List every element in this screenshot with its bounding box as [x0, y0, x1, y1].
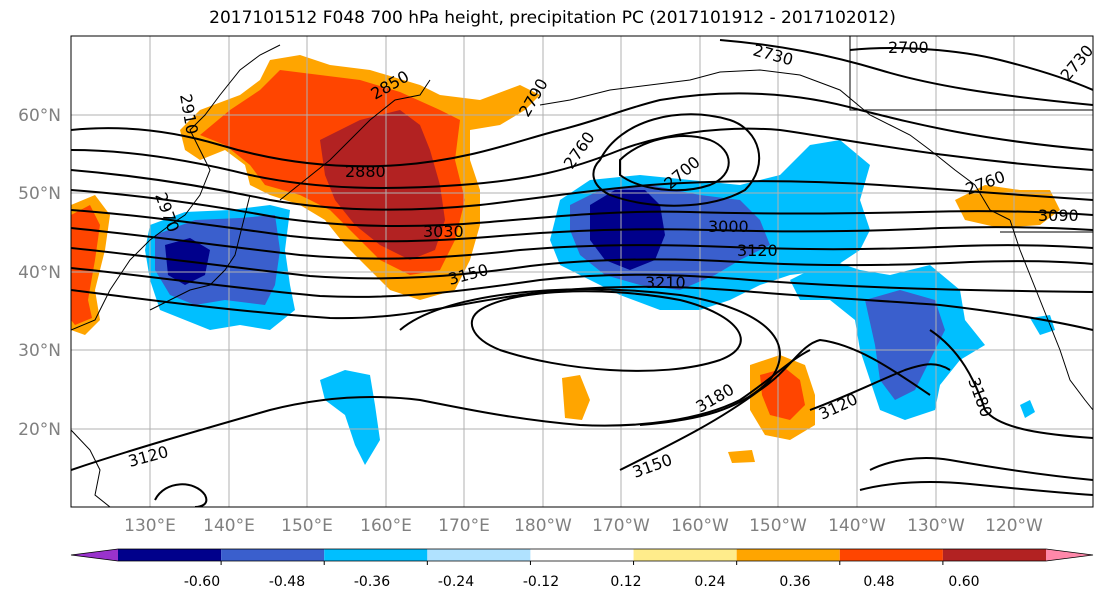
height-contours: [71, 39, 1093, 507]
colorbar-tick-label: -0.24: [438, 574, 474, 590]
coast-na-west: [1009, 219, 1093, 411]
coast-china: [71, 429, 111, 507]
colorbar-tick-label: -0.12: [523, 574, 559, 590]
colorbar-segment: [942, 549, 1046, 561]
latitude-labels: 60°N 50°N 40°N 30°N 20°N: [18, 106, 61, 440]
lon-label: 170°E: [438, 516, 490, 536]
lon-label: 180°W: [514, 516, 572, 536]
contour-g: [71, 247, 1093, 280]
lon-label: 150°E: [281, 516, 333, 536]
map-title: 2017101512 F048 700 hPa height, precipit…: [209, 8, 896, 28]
colorbar-tick-label: 0.24: [694, 574, 725, 590]
coast-kamchatka: [279, 79, 431, 201]
map-frame: [70, 35, 1094, 508]
contour-e: [71, 209, 1093, 243]
precip-shading: [71, 55, 1060, 465]
lon-label: 150°W: [749, 516, 807, 536]
precip-positive-west-core: [71, 205, 100, 325]
colorbar-tick-label: -0.60: [184, 574, 220, 590]
lat-label: 50°N: [18, 184, 61, 204]
contour-label: 3030: [423, 222, 464, 241]
contour-3180-east: [929, 329, 1093, 439]
colorbar-tick-label: 0.48: [863, 574, 894, 590]
coast-asia: [71, 44, 281, 331]
precip-negative-patch-south: [320, 370, 380, 465]
contour-c: [71, 169, 1093, 211]
lon-label: 140°W: [828, 516, 886, 536]
colorbar: -0.60 -0.48 -0.36 -0.24 -0.12 0.12 0.24 …: [70, 548, 1094, 590]
colorbar-tick-labels: -0.60 -0.48 -0.36 -0.24 -0.12 0.12 0.24 …: [184, 574, 980, 590]
precip-positive-patch-hawaii: [728, 450, 755, 463]
colorbar-segment: [324, 549, 428, 561]
lon-label: 170°W: [592, 516, 650, 536]
contour-h: [71, 267, 1093, 298]
colorbar-segment: [1046, 549, 1093, 561]
colorbar-segment: [71, 549, 118, 561]
precip-negative-patch-baja: [1020, 400, 1035, 418]
contour-label: 3120: [737, 241, 778, 260]
colorbar-segment: [839, 549, 943, 561]
contour-a: [71, 92, 1093, 168]
map-content: 2910 2850 2790 2730 2700 2760 2880 2970 …: [71, 36, 1093, 507]
colorbar-tick-label: -0.36: [354, 574, 390, 590]
contour-label: 3000: [708, 217, 749, 236]
colorbar-tick-label: -0.48: [269, 574, 305, 590]
contour-3180-cell: [470, 290, 742, 372]
lon-label: 120°W: [985, 516, 1043, 536]
contour-label: 2700: [888, 38, 929, 57]
colorbar-tick-label: 0.60: [948, 574, 979, 590]
colorbar-ticks: [220, 561, 944, 565]
contour-b: [71, 127, 1093, 189]
contour-2730: [719, 39, 1093, 106]
lon-label: 160°E: [360, 516, 412, 536]
colorbar-segment: [221, 549, 325, 561]
colorbar-outline: [70, 548, 1094, 562]
lat-label: 40°N: [18, 263, 61, 283]
lat-label: 60°N: [18, 106, 61, 126]
colorbar-segments: [70, 548, 1094, 562]
coast-alaska: [539, 69, 1011, 221]
contour-3120-east: [809, 363, 951, 411]
colorbar-segment: [736, 549, 840, 561]
contour-3120-south: [71, 349, 811, 471]
colorbar-segment: [633, 549, 737, 561]
contour-d: [71, 189, 1093, 228]
lat-label: 30°N: [18, 341, 61, 361]
colorbar-segment: [530, 549, 634, 561]
contour-2700: [849, 47, 1093, 91]
lon-label: 140°E: [203, 516, 255, 536]
longitude-labels: 130°E 140°E 150°E 160°E 170°E 180°W 170°…: [124, 516, 1043, 536]
precip-positive-nw-core: [320, 110, 445, 260]
contour-3150-south: [619, 338, 931, 471]
contour-small-loop: [154, 483, 208, 507]
colorbar-segment: [427, 549, 531, 561]
lon-label: 160°W: [671, 516, 729, 536]
contour-i: [71, 285, 1093, 331]
contour-label: 2880: [345, 162, 386, 181]
contour-3210-east-a: [869, 457, 1093, 481]
contour-low-ring: [592, 113, 761, 207]
colorbar-segment: [118, 549, 222, 561]
contour-f: [71, 227, 1093, 260]
lat-label: 20°N: [18, 420, 61, 440]
contour-label: 3090: [1038, 206, 1079, 225]
precip-negative-east-core: [865, 290, 945, 400]
coast-japan: [149, 194, 251, 311]
lon-label: 130°E: [124, 516, 176, 536]
colorbar-tick-label: 0.36: [779, 574, 810, 590]
contour-label: 3210: [645, 273, 686, 292]
lon-label: 130°W: [907, 516, 965, 536]
contour-3210-east-b: [859, 481, 1093, 496]
contour-3150-loop: [399, 288, 781, 426]
precip-positive-patch-mid: [562, 375, 590, 420]
colorbar-tick-label: 0.12: [610, 574, 641, 590]
